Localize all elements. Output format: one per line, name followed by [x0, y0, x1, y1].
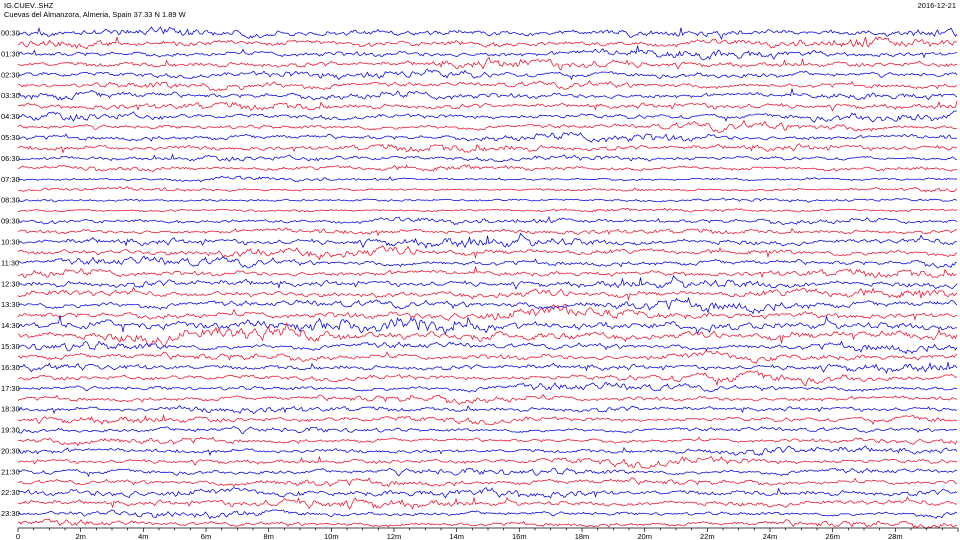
trace-row-40	[17, 445, 958, 457]
trace-row-46	[17, 509, 958, 520]
hour-label: 22:30	[1, 488, 20, 497]
record-date: 2016-12-21	[917, 1, 956, 10]
trace-row-10	[18, 132, 958, 143]
hour-label: 08:30	[1, 196, 20, 205]
trace-row-16	[17, 197, 958, 203]
trace-row-47	[17, 518, 958, 530]
trace-row-42	[18, 467, 958, 478]
hour-label: 06:30	[1, 154, 20, 163]
hour-label: 01:30	[1, 49, 20, 58]
trace-row-39	[17, 436, 958, 447]
trace-row-12	[17, 153, 958, 162]
trace-row-17	[18, 207, 958, 213]
hour-label: 18:30	[1, 405, 20, 414]
x-tick-label: 24m	[763, 532, 778, 540]
trace-row-0	[17, 26, 958, 41]
trace-row-4	[17, 68, 958, 81]
x-tick-label: 22m	[700, 532, 715, 540]
trace-row-29	[17, 322, 958, 348]
x-tick-label: 0	[16, 532, 20, 540]
trace-row-27	[17, 303, 958, 322]
trace-row-23	[17, 266, 958, 279]
trace-row-36	[17, 405, 958, 415]
x-tick-label: 8m	[263, 532, 273, 540]
x-tick-label: 14m	[449, 532, 464, 540]
hour-label: 03:30	[1, 91, 20, 100]
trace-row-26	[17, 296, 958, 315]
trace-row-3	[17, 56, 958, 71]
hour-label: 11:30	[1, 258, 19, 267]
hour-labels: 00:30 01:30 02:30 03:30 04:30 05:30 06:30 07:30…	[1, 29, 20, 519]
hour-label: 15:30	[1, 342, 20, 351]
trace-row-22	[17, 255, 958, 269]
x-tick-label: 10m	[324, 532, 339, 540]
x-tick-label: 4m	[138, 532, 148, 540]
trace-row-38	[17, 426, 958, 435]
x-tick-label: 6m	[201, 532, 211, 540]
hour-label: 12:30	[1, 279, 20, 288]
trace-row-24	[17, 275, 958, 290]
trace-row-32	[17, 361, 958, 374]
hour-label: 09:30	[1, 217, 20, 226]
trace-row-6	[17, 88, 958, 101]
trace-row-21	[17, 245, 958, 261]
hour-label: 14:30	[1, 321, 20, 330]
trace-row-45	[17, 496, 958, 510]
trace-row-5	[17, 80, 958, 92]
x-tick-label: 2m	[75, 532, 85, 540]
hour-label: 00:30	[1, 29, 20, 38]
trace-row-7	[17, 100, 958, 112]
hour-label: 10:30	[1, 237, 20, 246]
hour-label: 19:30	[1, 426, 20, 435]
trace-row-14	[17, 175, 958, 183]
hour-label: 23:30	[1, 509, 20, 518]
hour-label: 21:30	[1, 467, 20, 476]
trace-row-20	[17, 232, 958, 250]
trace-row-43	[17, 477, 957, 488]
hour-label: 20:30	[1, 446, 20, 455]
trace-row-1	[17, 36, 958, 50]
trace-row-35	[17, 394, 958, 405]
trace-row-31	[17, 350, 958, 365]
x-tick-label: 16m	[512, 532, 527, 540]
trace-row-34	[17, 381, 958, 393]
trace-row-41	[17, 455, 958, 469]
x-tick-label: 26m	[825, 532, 840, 540]
trace-row-18	[17, 215, 958, 226]
hour-label: 05:30	[1, 133, 20, 142]
hour-label: 13:30	[1, 300, 20, 309]
hour-label: 04:30	[1, 112, 20, 121]
trace-row-13	[17, 164, 958, 173]
x-tick-label: 18m	[575, 532, 590, 540]
trace-row-44	[17, 487, 958, 499]
x-tick-label: 20m	[637, 532, 652, 540]
seismic-traces	[17, 26, 958, 530]
hour-label: 17:30	[1, 384, 20, 393]
trace-row-11	[17, 143, 958, 154]
trace-row-25	[17, 286, 958, 301]
hour-label: 07:30	[1, 175, 20, 184]
hour-label: 02:30	[1, 70, 20, 79]
station-code: IG.CUEV..SHZ	[4, 1, 54, 10]
trace-row-8	[17, 110, 958, 123]
trace-row-30	[17, 340, 958, 355]
trace-row-2	[17, 45, 957, 61]
trace-row-19	[17, 227, 958, 237]
hour-label: 16:30	[1, 363, 20, 372]
x-tick-label: 28m	[888, 532, 903, 540]
trace-row-15	[17, 186, 958, 193]
station-location: Cuevas del Almanzora, Almeria, Spain 37.…	[4, 10, 186, 19]
trace-row-9	[17, 119, 957, 134]
trace-row-37	[17, 413, 958, 426]
trace-row-33	[17, 370, 958, 387]
x-tick-label: 12m	[387, 532, 402, 540]
time-axis: 0 2m 4m 6m 8m 10m 12m 14m 16m 18m 20m 22m 24m 26m 28m	[16, 527, 959, 540]
trace-row-28	[17, 315, 958, 335]
